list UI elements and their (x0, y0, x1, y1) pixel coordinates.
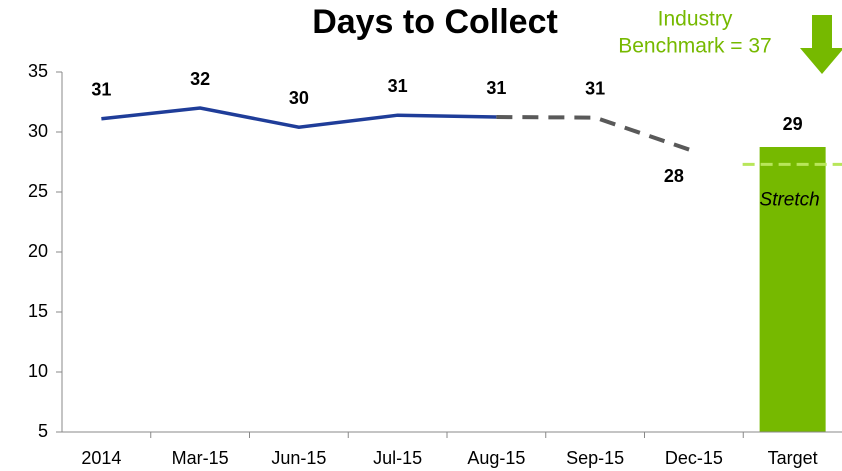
y-tick-label: 35 (28, 61, 48, 81)
x-tick-label: Jul-15 (373, 448, 422, 468)
target-label: 29 (783, 114, 803, 134)
x-tick-label: Dec-15 (665, 448, 723, 468)
target-bar (759, 147, 826, 432)
y-tick-label: 25 (28, 181, 48, 201)
x-tick-label: Target (768, 448, 818, 468)
y-tick-label: 20 (28, 241, 48, 261)
benchmark-arrow (800, 15, 842, 74)
data-label: 31 (91, 80, 111, 100)
data-label: 32 (190, 69, 210, 89)
y-tick-label: 30 (28, 121, 48, 141)
data-label: 28 (664, 166, 684, 186)
x-tick-label: Aug-15 (467, 448, 525, 468)
data-label: 31 (388, 76, 408, 96)
data-label: 31 (585, 78, 605, 98)
annotation: Industry (658, 8, 733, 31)
stretch-label: Stretch (760, 189, 820, 210)
y-tick-label: 5 (38, 421, 48, 441)
y-tick-label: 10 (28, 361, 48, 381)
line-series (496, 115, 695, 154)
x-tick-label: Jun-15 (271, 448, 326, 468)
annotation: Benchmark = 37 (618, 35, 772, 58)
x-tick-label: Sep-15 (566, 448, 624, 468)
y-tick-label: 15 (28, 301, 48, 321)
chart-title: Days to Collect (312, 3, 558, 41)
line-series (101, 106, 497, 129)
data-label: 30 (289, 88, 309, 108)
data-label: 31 (486, 78, 506, 98)
x-tick-label: Mar-15 (172, 448, 229, 468)
x-tick-label: 2014 (81, 448, 121, 468)
